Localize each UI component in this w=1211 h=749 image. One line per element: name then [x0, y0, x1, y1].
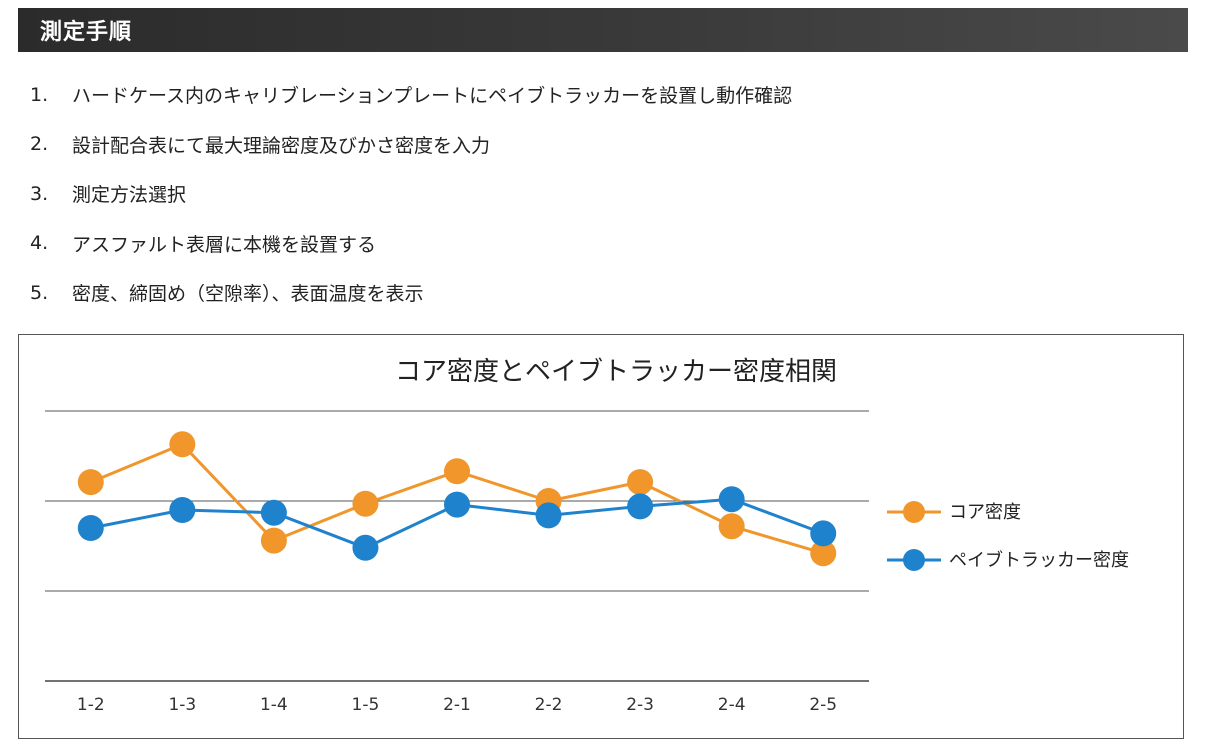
data-point-series-1	[810, 540, 837, 567]
legend-label: コア密度	[949, 502, 1021, 523]
step-text: アスファルト表層に本機を設置する	[72, 233, 377, 256]
data-point-series-1	[77, 469, 104, 496]
section-header: 測定手順	[18, 8, 1188, 52]
step-item: 3. 測定方法選択	[30, 169, 792, 219]
data-point-series-2	[444, 491, 470, 518]
correlation-chart: コア密度とペイブトラッカー密度相関 1-2 1-3 1-4 1-5 2-1 2-2 2-3 2…	[45, 357, 1129, 715]
step-text: 密度、締固め（空隙率）、表面温度を表示	[72, 283, 424, 306]
x-tick-label: 2-5	[809, 695, 837, 715]
legend-swatch-marker	[903, 549, 925, 571]
data-point-series-1	[260, 527, 287, 554]
data-point-series-2	[627, 493, 654, 520]
x-tick-label: 1-2	[77, 695, 105, 715]
step-number: 4.	[30, 232, 49, 255]
data-point-series-1	[718, 513, 745, 540]
data-point-series-2	[535, 502, 562, 529]
data-point-series-1	[444, 458, 470, 485]
x-axis-ticks: 1-2 1-3 1-4 1-5 2-1 2-2 2-3 2-4 2-5	[77, 695, 837, 715]
step-text: 設計配合表にて最大理論密度及びかさ密度を入力	[72, 134, 491, 157]
step-number: 1.	[30, 83, 49, 106]
x-tick-label: 1-4	[260, 695, 288, 715]
step-item: 4. アスファルト表層に本機を設置する	[30, 219, 792, 269]
x-tick-label: 2-3	[626, 695, 654, 715]
step-number: 5.	[30, 281, 49, 304]
data-point-series-2	[169, 497, 196, 523]
data-point-series-1	[352, 490, 379, 517]
x-tick-label: 2-1	[443, 695, 471, 715]
step-item: 1. ハードケース内のキャリブレーションプレートにペイブトラッカーを設置し動作確…	[30, 70, 792, 120]
data-point-series-2	[718, 486, 745, 513]
chart-title: コア密度とペイブトラッカー密度相関	[395, 357, 837, 387]
step-text: 測定方法選択	[72, 184, 187, 207]
data-point-series-2	[810, 520, 837, 547]
legend-label: ペイブトラッカー密度	[949, 549, 1129, 571]
data-point-series-1	[169, 431, 196, 458]
x-tick-label: 2-2	[535, 695, 563, 715]
procedure-steps: 1. ハードケース内のキャリブレーションプレートにペイブトラッカーを設置し動作確…	[30, 70, 792, 318]
step-number: 2.	[30, 133, 49, 156]
legend-swatch-marker	[903, 501, 925, 523]
series-layer	[77, 431, 837, 567]
step-item: 5. 密度、締固め（空隙率）、表面温度を表示	[30, 268, 792, 318]
data-point-series-2	[260, 499, 287, 526]
data-point-series-2	[77, 515, 104, 541]
x-tick-label: 1-5	[352, 695, 380, 715]
chart-panel: コア密度とペイブトラッカー密度相関 1-2 1-3 1-4 1-5 2-1 2-2 2-3 2…	[18, 334, 1184, 739]
data-point-series-2	[352, 534, 379, 561]
section-title: 測定手順	[40, 20, 133, 45]
x-tick-label: 2-4	[718, 695, 746, 715]
x-tick-label: 1-3	[168, 695, 196, 715]
data-point-series-1	[627, 469, 654, 496]
step-number: 3.	[30, 182, 49, 205]
step-item: 2. 設計配合表にて最大理論密度及びかさ密度を入力	[30, 120, 792, 170]
step-text: ハードケース内のキャリブレーションプレートにペイブトラッカーを設置し動作確認	[72, 85, 793, 108]
